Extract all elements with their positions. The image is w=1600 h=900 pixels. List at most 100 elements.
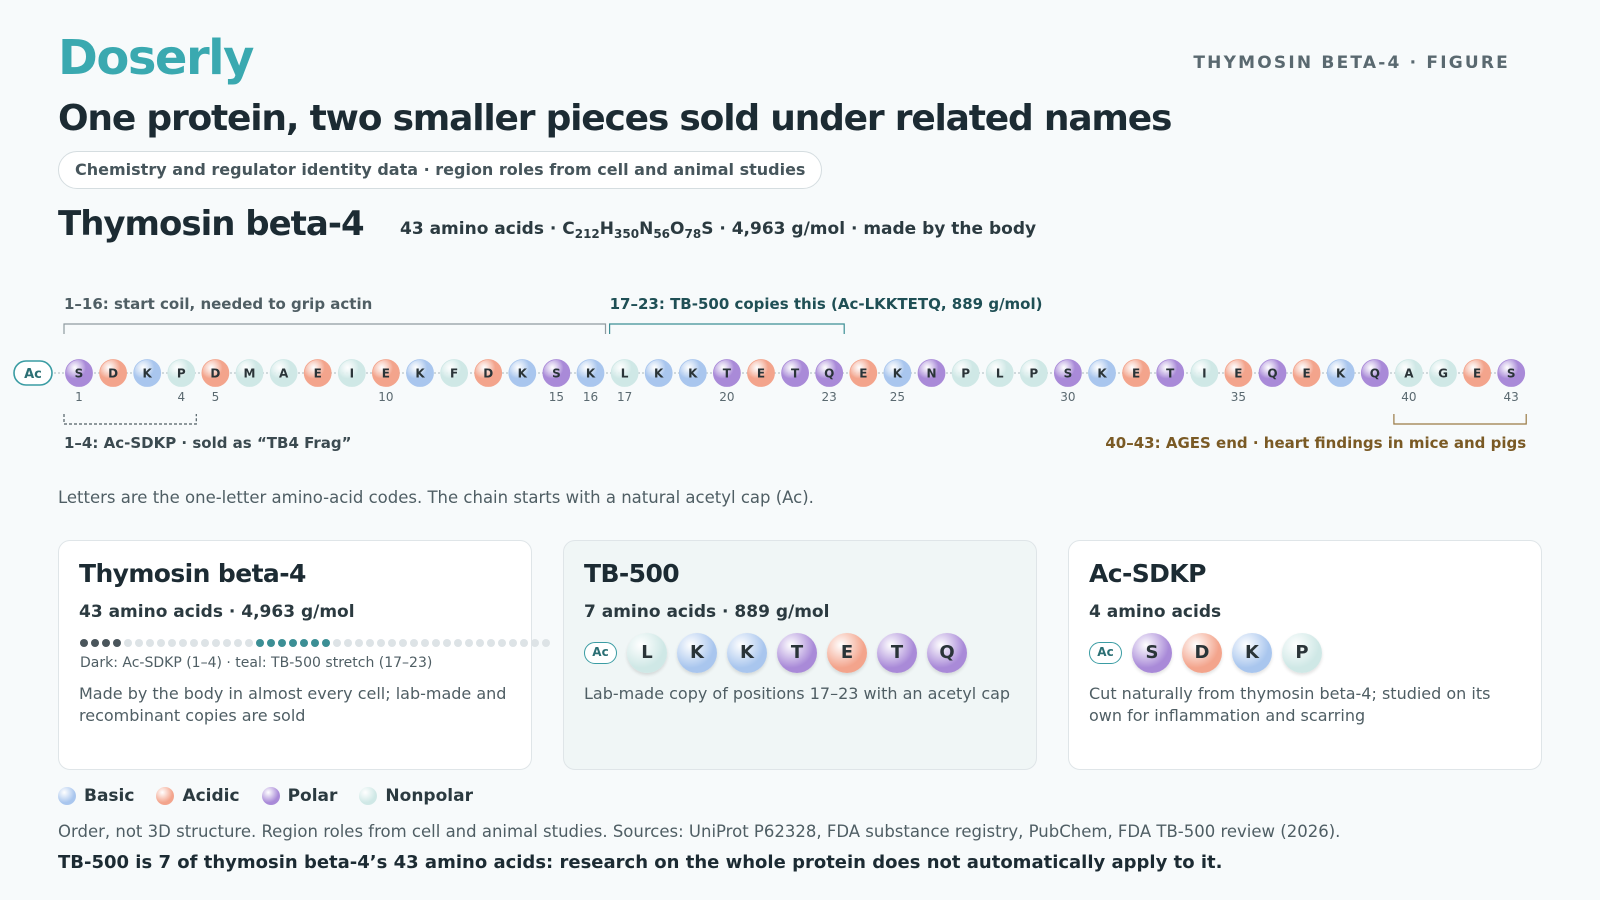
residue-bead — [781, 359, 809, 387]
legend: Basic Acidic Polar Nonpolar — [58, 786, 473, 806]
tb-500-sequence: Ac L K K T E T Q — [584, 633, 967, 673]
residue-letter: L — [996, 367, 1004, 381]
residue-bead — [1463, 359, 1491, 387]
residue-letter: Q — [1267, 367, 1277, 381]
residue-ball: E — [827, 633, 867, 673]
residue-bead — [303, 359, 332, 387]
residue-ball: K — [677, 633, 717, 673]
sequence-dot — [289, 639, 297, 647]
acetyl-cap-icon: Ac — [584, 642, 617, 664]
card-subtitle: 43 amino acids · 4,963 g/mol — [79, 602, 355, 622]
residue-bead — [1360, 359, 1389, 387]
sequence-dot — [223, 639, 231, 647]
sequence-dot — [168, 639, 176, 647]
residue-bead — [815, 359, 844, 387]
sequence-dot — [531, 639, 539, 647]
residue-letter: N — [926, 367, 936, 381]
residue-bead — [678, 359, 707, 387]
dot-strip-caption: Dark: Ac-SDKP (1–4) · teal: TB-500 stret… — [80, 655, 433, 671]
residue-bead — [644, 359, 673, 387]
residue-letter: K — [586, 367, 596, 381]
residue-letter: K — [1097, 367, 1107, 381]
residue-letter: E — [382, 367, 390, 381]
residue-bead — [474, 359, 503, 387]
residue-letter: K — [654, 367, 664, 381]
residue-bead — [508, 359, 537, 387]
residue-bead — [440, 359, 469, 387]
residue-letter: I — [1202, 367, 1206, 381]
residue-bead — [883, 359, 912, 387]
card-description: Cut naturally from thymosin beta-4; stud… — [1089, 684, 1491, 725]
sequence-dot — [432, 639, 440, 647]
sequence-dot — [377, 639, 385, 647]
legend-item-basic: Basic — [58, 786, 134, 806]
legend-item-polar: Polar — [261, 786, 337, 806]
sequence-dot-strip — [80, 639, 550, 647]
card-title: Ac-SDKP — [1089, 559, 1206, 588]
sequence-dot — [256, 639, 264, 647]
residue-bead — [917, 359, 946, 387]
card-thymosin-beta-4: Thymosin beta-4 43 amino acids · 4,963 g… — [58, 540, 550, 770]
residue-letter: T — [1166, 367, 1175, 381]
residue-bead — [576, 359, 605, 387]
residue-bead — [1122, 359, 1150, 387]
residue-bead — [269, 359, 298, 387]
formula-count: 212 — [574, 227, 600, 241]
brand-logo: Doserly — [58, 30, 254, 86]
residue-bead — [951, 359, 980, 387]
residue-ball: K — [1232, 633, 1272, 673]
sources-note: Order, not 3D structure. Region roles fr… — [58, 822, 1341, 841]
residue-bead — [337, 359, 366, 387]
figure-tag: THYMOSIN BETA-4 · FIGURE — [1193, 53, 1510, 73]
position-label: 20 — [719, 390, 734, 404]
residue-letter: D — [108, 367, 118, 381]
residue-bead — [849, 359, 878, 387]
residue-bead — [167, 359, 196, 387]
residue-bead — [201, 359, 230, 387]
formula-element: O — [670, 219, 685, 239]
residue-letter: E — [1302, 367, 1310, 381]
residue-bead — [985, 359, 1014, 387]
legend-swatch-icon — [261, 787, 280, 805]
card-tb-500: TB-500 7 amino acids · 889 g/mol Ac L K K T E… — [563, 540, 1037, 770]
sequence-dot — [410, 639, 418, 647]
position-label: 10 — [378, 390, 393, 404]
residue-letter: Q — [824, 367, 834, 381]
sequence-dot — [278, 639, 286, 647]
position-label: 1 — [75, 390, 83, 404]
residue-bead — [1088, 359, 1116, 387]
formula-element: N — [639, 219, 654, 239]
protein-meta-prefix: 43 amino acids · — [400, 219, 563, 239]
card-description: Made by the body in almost every cell; l… — [79, 684, 507, 725]
legend-item-acidic: Acidic — [156, 786, 240, 806]
position-label: 4 — [177, 390, 185, 404]
residue-letter: A — [1404, 367, 1414, 381]
position-label: 40 — [1401, 390, 1416, 404]
residue-letter: L — [621, 367, 629, 381]
residue-ball: D — [1182, 633, 1222, 673]
sequence-dot — [520, 639, 528, 647]
sequence-chain: Ac S D K P D M A E I E K F D K S K L K K T E T Q E K N P L P S K E T I E Q E K… — [13, 295, 1527, 452]
sequence-dot — [388, 639, 396, 647]
legend-label: Basic — [84, 786, 135, 806]
residue-bead — [133, 359, 162, 387]
position-label: 23 — [822, 390, 837, 404]
residue-ball: P — [1282, 633, 1322, 673]
formula-element: C — [562, 219, 575, 239]
residue-ball: K — [727, 633, 767, 673]
formula-element: S — [701, 219, 714, 239]
position-label: 5 — [212, 390, 220, 404]
region-label: 17–23: TB-500 copies this (Ac-LKKTETQ, 8… — [610, 295, 1043, 313]
card-subtitle: 7 amino acids · 889 g/mol — [584, 602, 830, 622]
residue-bead — [713, 359, 741, 387]
card-description: Lab-made copy of positions 17–23 with an… — [584, 684, 1011, 703]
sequence-dot — [267, 639, 275, 647]
residue-letter: T — [723, 367, 732, 381]
position-label: 43 — [1504, 390, 1519, 404]
legend-label: Nonpolar — [385, 786, 473, 806]
residue-bead — [1019, 359, 1048, 387]
residue-letter: K — [518, 367, 528, 381]
sequence-dot — [124, 639, 132, 647]
legend-swatch-icon — [156, 787, 175, 805]
sequence-dot — [300, 639, 308, 647]
